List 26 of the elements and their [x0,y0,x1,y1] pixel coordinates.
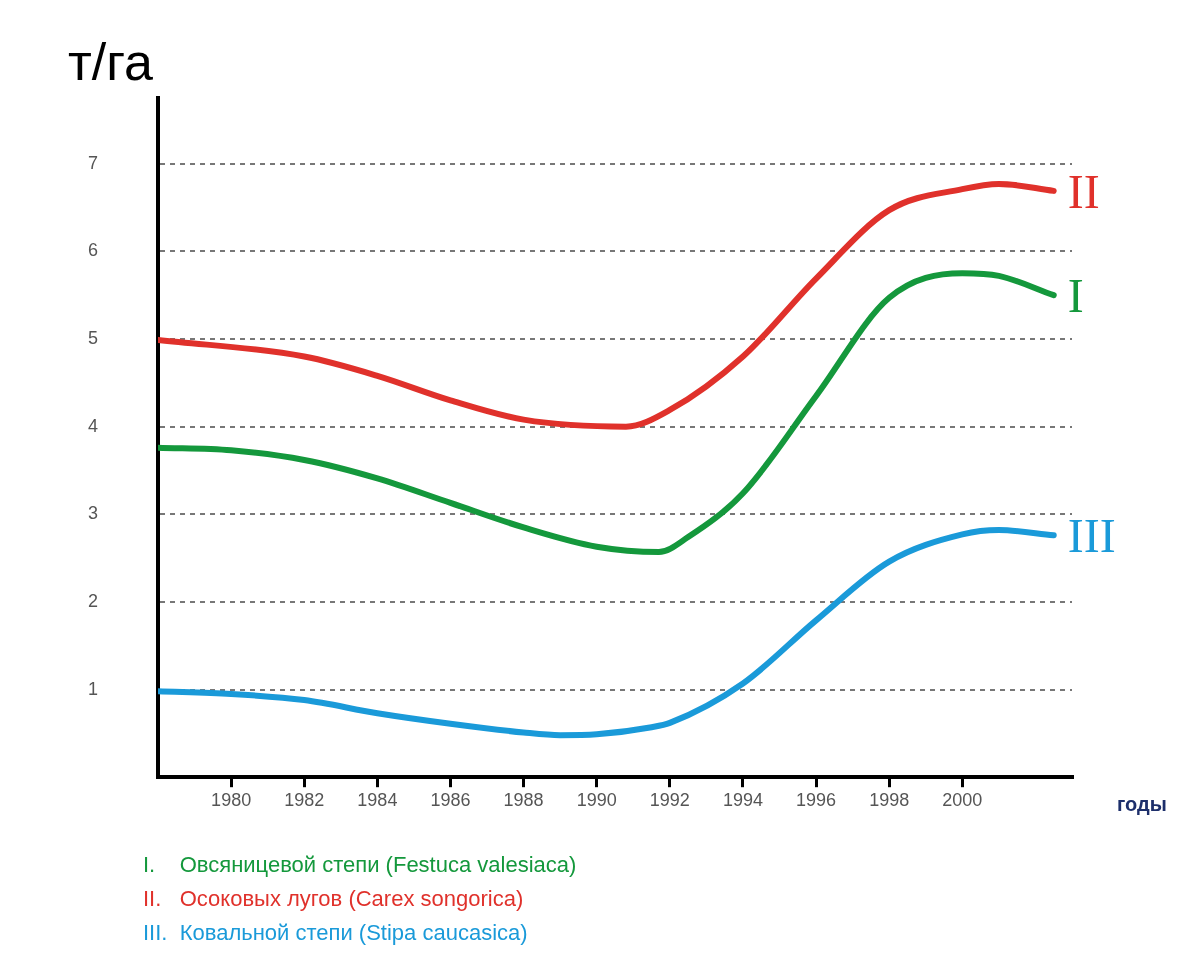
y-tick-label: 5 [88,327,99,348]
y-tick-label: 7 [88,152,99,173]
y-tick-label: 1 [88,678,99,699]
text: III. Ковальной степи (Stipa caucasica) [143,919,529,947]
x-tick-label: 1984 [357,789,398,810]
annotation: II [1067,164,1100,218]
x-tick-label: 1986 [430,789,471,810]
y-tick-label: 2 [88,590,99,611]
annotation: I [1067,268,1084,322]
text: II. Осоковых лугов (Carex songorica) [143,885,525,913]
x-tick-label: 1980 [211,789,252,810]
x-axis-title: годы [1117,792,1167,815]
text: I. Овсяницевой степи (Festuca valesiaca) [143,851,578,879]
x-tick-label: 1982 [284,789,325,810]
y-tick-label: 3 [88,503,99,524]
y-tick-label: 4 [88,415,99,436]
x-tick-label: 2000 [942,789,983,810]
x-tick-label: 1996 [796,789,837,810]
annotation: III [1067,508,1116,562]
x-tick-label: 1994 [722,789,763,810]
y-axis-title: т/га [68,33,154,92]
x-tick-label: 1990 [576,789,617,810]
x-tick-label: 1998 [869,789,910,810]
x-tick-label: 1992 [649,789,690,810]
x-tick-label: 1988 [503,789,544,810]
y-tick-label: 6 [88,240,99,261]
